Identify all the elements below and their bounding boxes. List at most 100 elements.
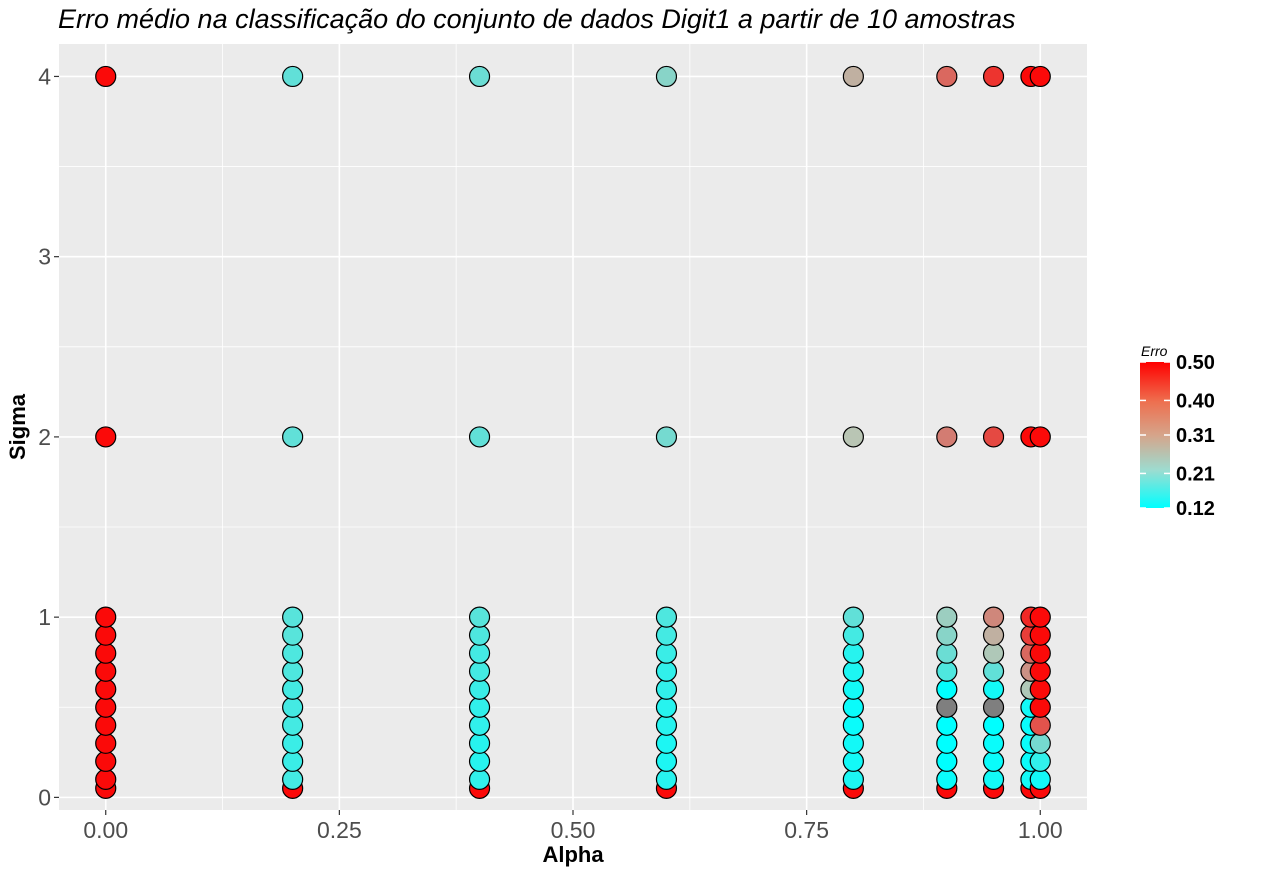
data-point xyxy=(282,750,304,772)
data-point xyxy=(468,65,491,88)
legend-label: 0.31 xyxy=(1176,425,1215,447)
data-point xyxy=(282,624,304,646)
data-point xyxy=(468,642,491,664)
x-axis-title: Alpha xyxy=(542,842,604,867)
data-point xyxy=(982,678,1005,700)
data-point xyxy=(936,642,958,664)
chart-title: Erro médio na classificação do conjunto … xyxy=(58,4,1016,34)
data-point xyxy=(95,624,117,646)
data-point xyxy=(282,642,304,664)
data-point xyxy=(842,732,864,754)
data-point xyxy=(982,696,1005,718)
data-point xyxy=(936,678,958,700)
y-axis-ticks: 0 1 2 3 4 xyxy=(38,63,59,810)
data-point xyxy=(468,624,491,646)
legend-label: 0.12 xyxy=(1176,498,1215,520)
data-point xyxy=(468,714,491,736)
data-point xyxy=(95,678,117,700)
data-point xyxy=(982,642,1005,664)
data-point xyxy=(282,714,304,736)
data-point xyxy=(842,714,864,736)
data-point xyxy=(982,750,1005,772)
data-point xyxy=(936,732,958,754)
data-point xyxy=(95,714,117,736)
data-point xyxy=(282,768,304,790)
data-point xyxy=(936,624,958,646)
data-point xyxy=(842,660,864,682)
data-point xyxy=(842,750,864,772)
data-point xyxy=(468,732,491,754)
data-point xyxy=(982,660,1005,682)
data-point xyxy=(655,660,678,682)
data-point xyxy=(655,714,678,736)
data-point xyxy=(655,624,678,646)
x-tick-label: 0.75 xyxy=(784,817,829,843)
data-point xyxy=(655,606,678,628)
data-point xyxy=(655,696,678,718)
data-point xyxy=(282,678,304,700)
x-axis-ticks: 0.00 0.25 0.50 0.75 1.00 xyxy=(83,810,1063,843)
y-tick-label: 0 xyxy=(38,784,51,810)
data-point xyxy=(95,606,117,628)
data-point xyxy=(982,768,1005,790)
data-points xyxy=(95,65,1051,799)
data-point xyxy=(655,426,678,448)
data-point xyxy=(936,606,958,628)
data-point xyxy=(982,606,1005,628)
data-point xyxy=(842,642,864,664)
data-point xyxy=(282,732,304,754)
y-tick-label: 1 xyxy=(38,604,51,630)
data-point xyxy=(282,606,304,628)
legend: Erro 0.50 0.40 0.31 0.21 0.12 xyxy=(1140,343,1215,520)
data-point xyxy=(1029,624,1051,646)
data-point xyxy=(842,624,864,646)
data-point xyxy=(655,768,678,790)
data-point xyxy=(982,426,1005,448)
data-point xyxy=(282,426,304,448)
legend-label: 0.21 xyxy=(1176,463,1215,485)
data-point xyxy=(1029,606,1051,628)
data-point xyxy=(842,678,864,700)
data-point xyxy=(282,660,304,682)
data-point xyxy=(842,768,864,790)
y-tick-label: 2 xyxy=(38,424,51,450)
data-point xyxy=(1029,732,1051,754)
data-point xyxy=(282,65,304,88)
data-point xyxy=(95,750,117,772)
data-point xyxy=(936,65,958,88)
data-point xyxy=(468,750,491,772)
data-point xyxy=(936,660,958,682)
data-point xyxy=(1029,768,1051,790)
data-point xyxy=(655,750,678,772)
data-point xyxy=(655,678,678,700)
data-point xyxy=(842,426,864,448)
data-point xyxy=(95,696,117,718)
data-point xyxy=(936,750,958,772)
grid xyxy=(59,44,1087,810)
data-point xyxy=(982,65,1005,88)
data-point xyxy=(468,660,491,682)
data-point xyxy=(95,732,117,754)
data-point xyxy=(1029,750,1051,772)
data-point xyxy=(1029,642,1051,664)
data-point xyxy=(982,624,1005,646)
data-point xyxy=(936,426,958,448)
data-point xyxy=(936,696,958,718)
data-point xyxy=(936,768,958,790)
data-point xyxy=(95,768,117,790)
data-point xyxy=(95,660,117,682)
x-tick-label: 1.00 xyxy=(1018,817,1063,843)
data-point xyxy=(95,426,117,448)
data-point xyxy=(655,65,678,88)
data-point xyxy=(1029,426,1051,448)
data-point xyxy=(936,714,958,736)
data-point xyxy=(982,732,1005,754)
x-tick-label: 0.00 xyxy=(83,817,128,843)
data-point xyxy=(842,606,864,628)
legend-title: Erro xyxy=(1141,343,1168,359)
data-point xyxy=(282,696,304,718)
data-point xyxy=(95,65,117,88)
legend-label: 0.50 xyxy=(1176,352,1215,374)
data-point xyxy=(1029,660,1051,682)
